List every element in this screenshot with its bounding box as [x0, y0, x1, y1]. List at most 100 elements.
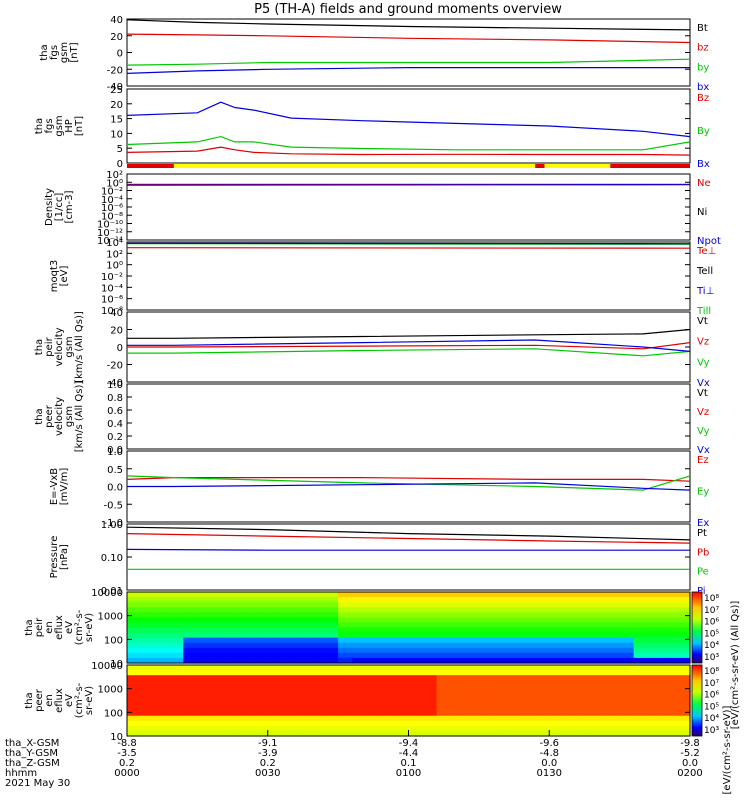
heatmap-cell	[563, 602, 578, 608]
heatmap-cell	[577, 680, 593, 686]
heatmap-cell	[591, 622, 607, 629]
heatmap-cell	[619, 665, 635, 671]
heatmap-cell	[563, 670, 578, 676]
y-axis-label: gsm	[64, 406, 75, 427]
y-tick-label: 10⁻²	[101, 187, 123, 198]
heatmap-cell	[521, 602, 536, 608]
colorbar-tick: 10⁵	[704, 629, 719, 639]
heatmap-cell	[450, 725, 466, 732]
heatmap-cell	[197, 695, 213, 702]
heatmap-cell	[352, 730, 367, 737]
heatmap-cell	[492, 657, 508, 664]
heatmap-cell	[267, 597, 283, 603]
mode-bar-segment	[173, 164, 536, 168]
heatmap-cell	[394, 612, 410, 618]
heatmap-cell	[183, 700, 198, 707]
heatmap-cell	[591, 602, 607, 608]
heatmap-cell	[352, 622, 367, 629]
heatmap-cell	[507, 725, 522, 732]
series-line-Bz	[126, 146, 691, 156]
heatmap-cell	[267, 670, 283, 676]
heatmap-cell	[464, 627, 480, 634]
heatmap-cell	[127, 725, 142, 732]
heatmap-cell	[197, 592, 213, 598]
heatmap-cell	[464, 592, 480, 598]
heatmap-cell	[380, 627, 396, 634]
heatmap-cell	[197, 705, 213, 712]
y-tick-label: 10⁻⁴	[101, 195, 123, 206]
heatmap-cell	[507, 730, 522, 737]
heatmap-cell	[422, 710, 438, 717]
y-tick-label: 0	[117, 159, 123, 170]
heatmap-cell	[633, 725, 649, 732]
heatmap-cell	[408, 695, 424, 702]
heatmap-cell	[338, 705, 353, 712]
heatmap-cell	[619, 680, 635, 686]
heatmap-cell	[141, 700, 156, 707]
y-axis-label: moqt3	[49, 260, 60, 293]
heatmap-cell	[535, 720, 550, 727]
heatmap-cell	[253, 690, 269, 697]
heatmap-cell	[464, 612, 480, 618]
y-axis-label: Pressure	[49, 536, 60, 579]
heatmap-cell	[464, 665, 480, 671]
heatmap-cell	[535, 705, 550, 712]
heatmap-cell	[535, 695, 550, 702]
y-tick-label: 10000	[91, 588, 123, 599]
y-tick-label: 10⁻²	[101, 272, 123, 283]
x-row-value: 0000	[114, 768, 139, 779]
heatmap-cell	[478, 592, 494, 598]
heatmap-cell	[127, 597, 142, 603]
heatmap-cell	[675, 685, 691, 691]
heatmap-cell	[239, 622, 255, 629]
legend-Pi: Pi	[697, 586, 706, 597]
heatmap-cell	[478, 612, 494, 618]
heatmap-cell	[253, 725, 269, 732]
y-tick-label: 15	[110, 115, 123, 126]
heatmap-cell	[295, 670, 311, 676]
heatmap-cell	[563, 617, 578, 624]
heatmap-cell	[605, 725, 621, 732]
y-tick-label: 1.00	[101, 520, 123, 531]
heatmap-cell	[577, 715, 593, 722]
heatmap-cell	[464, 670, 480, 676]
heatmap-cell	[633, 680, 649, 686]
heatmap-cell	[464, 690, 480, 697]
heatmap-cell	[521, 637, 536, 644]
heatmap-cell	[619, 632, 635, 639]
heatmap-cell	[450, 617, 466, 624]
heatmap-cell	[633, 597, 649, 603]
heatmap-cell	[478, 627, 494, 634]
heatmap-cell	[408, 642, 424, 649]
heatmap-cell	[577, 627, 593, 634]
legend-Tell: Tell	[696, 266, 713, 277]
heatmap-cell	[127, 607, 142, 613]
heatmap-cell	[225, 647, 241, 654]
heatmap-cell	[239, 617, 255, 624]
x-row-value: -4.4	[399, 748, 419, 759]
heatmap-cell	[549, 685, 564, 691]
heatmap-cell	[366, 725, 381, 732]
heatmap-cell	[338, 617, 353, 624]
heatmap-cell	[633, 710, 649, 717]
heatmap-cell	[605, 632, 621, 639]
heatmap-cell	[394, 710, 410, 717]
heatmap-cell	[366, 690, 381, 697]
heatmap-cell	[661, 642, 677, 649]
heatmap-cell	[436, 592, 452, 598]
heatmap-cell	[197, 715, 213, 722]
heatmap-cell	[563, 632, 578, 639]
heatmap-cell	[408, 715, 424, 722]
heatmap-cell	[605, 617, 621, 624]
heatmap-cell	[535, 647, 550, 654]
heatmap-cell	[155, 665, 170, 671]
y-tick-label: 10⁻⁶	[101, 295, 123, 306]
colorbar-tick: 10⁷	[704, 679, 719, 689]
heatmap-cell	[380, 607, 396, 613]
heatmap-cell	[535, 670, 550, 676]
heatmap-cell	[647, 612, 663, 618]
heatmap-cell	[225, 715, 241, 722]
heatmap-cell	[507, 720, 522, 727]
heatmap-cell	[169, 622, 184, 629]
chart-title: P5 (TH-A) fields and ground moments over…	[254, 2, 562, 17]
